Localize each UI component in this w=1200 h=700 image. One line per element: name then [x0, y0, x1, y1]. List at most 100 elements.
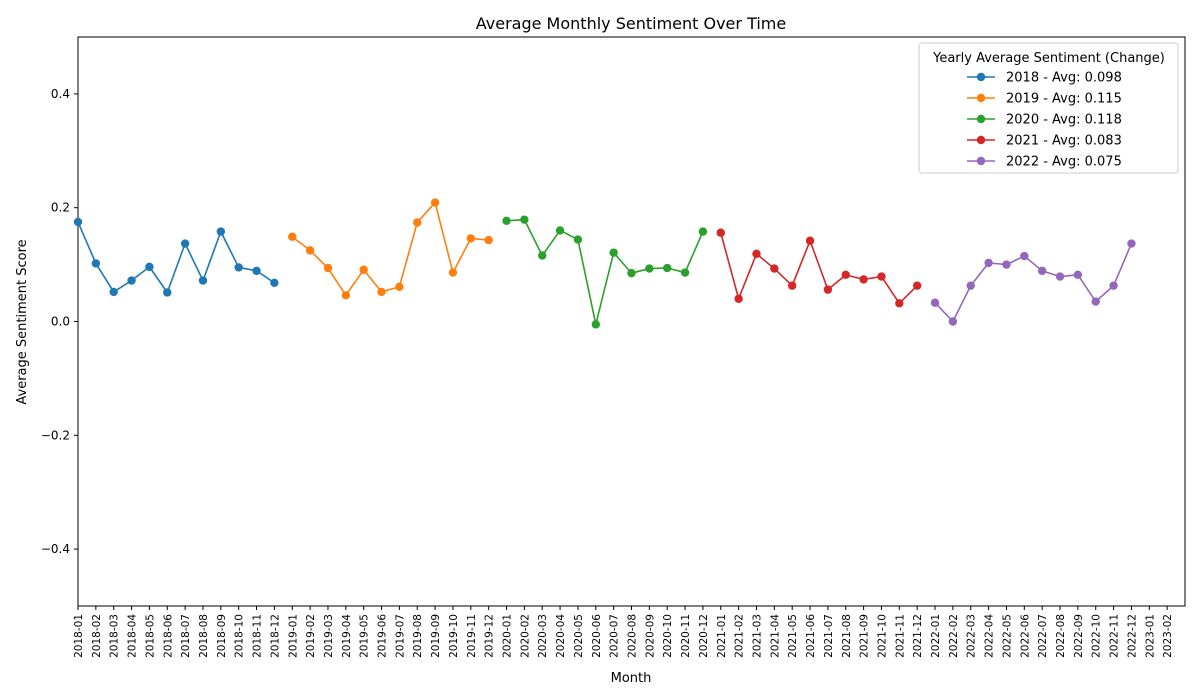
legend-entry-label: 2018 - Avg: 0.098	[1006, 71, 1122, 86]
x-tick-label: 2021-05	[787, 614, 799, 658]
data-point	[752, 249, 761, 258]
x-tick-label: 2021-01	[716, 614, 728, 658]
x-tick-label: 2018-04	[127, 614, 139, 658]
data-point	[288, 232, 297, 241]
data-point	[448, 268, 458, 277]
legend: Yearly Average Sentiment (Change) 2018 -…	[918, 42, 1179, 174]
data-point	[573, 235, 583, 244]
data-point	[91, 259, 101, 268]
x-tick-label: 2020-01	[502, 614, 514, 658]
x-tick-label: 2019-01	[287, 614, 299, 658]
x-axis-label: Month	[611, 671, 652, 686]
data-point	[73, 217, 83, 227]
x-tick-label: 2018-10	[234, 614, 246, 658]
x-tick-label: 2021-09	[859, 614, 871, 658]
data-point	[663, 263, 672, 273]
data-point	[198, 276, 208, 285]
x-tick-label: 2018-05	[144, 614, 156, 658]
legend-swatch-marker	[976, 156, 986, 166]
data-point	[645, 264, 654, 273]
x-tick-label: 2022-06	[1019, 614, 1031, 658]
x-tick-label: 2022-04	[984, 614, 996, 658]
data-point	[413, 218, 422, 227]
legend-entry-label: 2022 - Avg: 0.075	[1006, 155, 1122, 170]
y-tick-label: 0.4	[51, 87, 70, 101]
data-point	[591, 320, 600, 329]
series-line-2021	[719, 232, 918, 305]
data-point	[520, 215, 529, 224]
x-tick-label: 2023-02	[1162, 614, 1174, 658]
x-tick-label: 2020-09	[644, 614, 656, 658]
data-point	[270, 278, 279, 288]
data-point	[948, 317, 958, 326]
x-tick-label: 2022-07	[1037, 614, 1049, 658]
x-tick-label: 2018-03	[109, 614, 121, 658]
data-point	[341, 291, 351, 300]
plot-area: −0.4 −0.2 0.0 0.2 0.4 2018-01 2018-02 2018-03 20…	[41, 36, 1186, 658]
data-point	[716, 228, 725, 237]
series-line-2019	[291, 201, 489, 297]
x-tick-label: 2019-11	[466, 614, 478, 658]
data-point	[359, 265, 368, 274]
x-tick-label: 2019-09	[430, 614, 442, 658]
data-point	[1127, 239, 1136, 248]
y-tick-label: 0.2	[51, 201, 70, 215]
data-point	[234, 263, 243, 272]
x-tick-label: 2018-12	[269, 614, 281, 658]
data-point	[877, 272, 886, 281]
x-tick-label: 2023-01	[1144, 614, 1156, 658]
series-line-2020	[506, 218, 704, 326]
data-point	[1037, 266, 1047, 276]
x-tick-label: 2022-10	[1091, 614, 1103, 658]
data-point	[895, 299, 904, 308]
x-tick-label: 2019-06	[377, 614, 389, 658]
x-tick-label: 2018-09	[216, 614, 228, 658]
legend-swatch-marker	[976, 135, 986, 145]
x-tick-label: 2022-09	[1073, 614, 1085, 658]
series-line-2022	[934, 243, 1133, 323]
x-tick-label: 2018-08	[198, 614, 210, 658]
data-point	[609, 248, 618, 257]
legend-swatch-marker	[976, 114, 986, 124]
x-tick-label: 2019-03	[323, 614, 335, 658]
data-point	[127, 276, 136, 285]
data-point	[1055, 272, 1065, 281]
x-tick-label: 2019-12	[484, 614, 496, 658]
x-tick-label: 2021-12	[912, 614, 924, 658]
data-point	[1020, 251, 1029, 261]
x-tick-label: 2020-03	[537, 614, 549, 658]
data-point	[1091, 297, 1100, 306]
x-tick-label: 2019-10	[448, 614, 460, 658]
x-tick-label: 2019-05	[359, 614, 371, 658]
x-tick-label: 2021-11	[894, 614, 906, 658]
data-point	[180, 239, 190, 248]
y-tick-label: −0.4	[41, 542, 70, 556]
data-point	[1002, 260, 1011, 269]
x-tick-label: 2020-08	[627, 614, 639, 658]
x-tick-label: 2022-02	[948, 614, 960, 658]
x-tick-label: 2021-07	[823, 614, 835, 658]
x-tick-label: 2018-11	[252, 614, 264, 658]
x-tick-label: 2021-02	[734, 614, 746, 658]
y-axis-label: Average Sentiment Score	[15, 239, 30, 404]
data-point	[305, 246, 315, 255]
data-point	[859, 275, 868, 284]
x-tick-label: 2022-11	[1109, 614, 1121, 658]
data-point	[538, 251, 547, 260]
x-tick-label: 2020-02	[519, 614, 531, 658]
x-tick-label: 2018-01	[73, 614, 85, 658]
legend-swatch-marker	[976, 72, 986, 82]
data-point	[680, 268, 690, 277]
data-point	[323, 263, 333, 273]
legend-entry-label: 2019 - Avg: 0.115	[1006, 92, 1122, 107]
data-point	[966, 281, 975, 290]
x-tick-label: 2021-04	[769, 614, 781, 658]
x-tick-label: 2020-11	[680, 614, 692, 658]
x-tick-label: 2022-05	[1001, 614, 1013, 658]
data-point	[145, 262, 154, 272]
x-tick-label: 2021-10	[876, 614, 888, 658]
x-tick-label: 2018-06	[162, 614, 174, 658]
data-point	[627, 268, 636, 278]
